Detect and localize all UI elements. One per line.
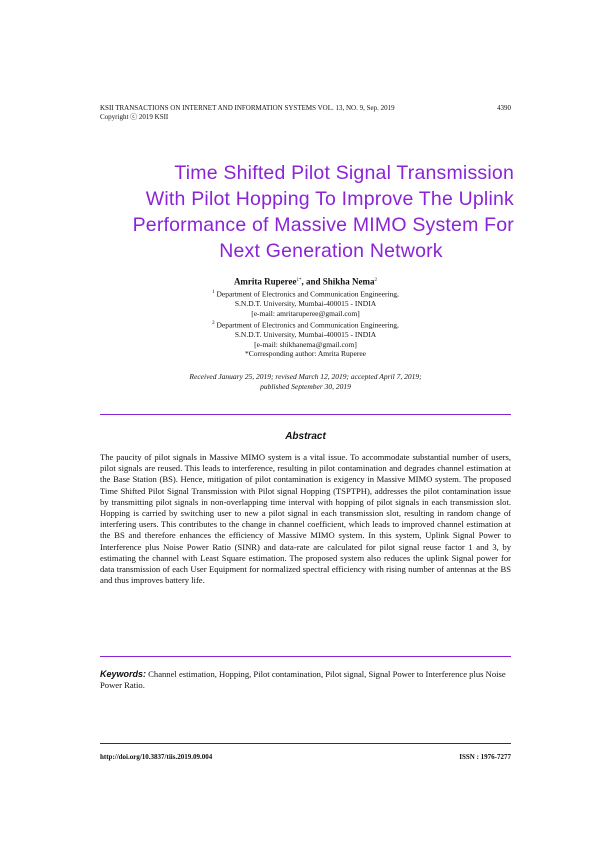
affiliations: 1 Department of Electronics and Communic… [100,288,511,359]
affiliation-2-dept: Department of Electronics and Communicat… [214,320,399,330]
footer: http://doi.org/10.3837/tiis.2019.09.004 … [100,753,511,761]
affiliation-2-line2: S.N.D.T. University, Mumbai-400015 - IND… [234,329,377,339]
author-1: Amrita Ruperee [233,276,297,287]
author-2: Shikha Nema [322,276,375,287]
paper-title: Time Shifted Pilot Signal Transmission W… [96,160,514,264]
title-line-2: With Pilot Hopping To Improve The Uplink [145,188,514,210]
keywords-text: Channel estimation, Hopping, Pilot conta… [100,669,506,691]
affiliation-2-email: [e-mail: shikhanema@gmail.com] [254,339,357,349]
page-number: 4390 [497,104,511,112]
footer-divider [100,743,511,744]
title-line-1: Time Shifted Pilot Signal Transmission [174,162,514,184]
title-line-3: Performance of Massive MIMO System For [132,214,514,236]
keywords: Keywords: Channel estimation, Hopping, P… [100,669,511,691]
author-1-sup: 1* [296,278,302,283]
keywords-label: Keywords: [100,669,147,679]
divider-top [100,414,511,415]
author-2-sup: 2 [374,278,378,283]
journal-line: KSII TRANSACTIONS ON INTERNET AND INFORM… [100,104,395,112]
affiliation-1-sup: 1 [212,290,215,295]
affiliation-1-line1: 1 Department of Electronics and Communic… [100,288,511,299]
doi-link[interactable]: http://doi.org/10.3837/tiis.2019.09.004 [100,753,213,761]
issn: ISSN : 1976-7277 [459,753,511,761]
affiliation-1-email: [e-mail: amritaruperee@gmail.com] [251,308,360,318]
corresponding-author: *Corresponding author: Amrita Ruperee [244,349,366,359]
author-list: Amrita Ruperee1*, and Shikha Nema2 [100,276,511,288]
affiliation-2-line1: 2 Department of Electronics and Communic… [100,319,511,330]
dates-line-2: published September 30, 2019 [260,381,351,391]
author-joiner: , and [301,276,323,287]
affiliation-2-sup: 2 [212,320,215,326]
copyright: Copyright ⓒ 2019 KSII [100,113,169,121]
running-header: KSII TRANSACTIONS ON INTERNET AND INFORM… [100,104,511,122]
title-line-4: Next Generation Network [219,240,443,262]
publication-dates: Received January 25, 2019; revised March… [100,372,511,391]
affiliation-1-line2: S.N.D.T. University, Mumbai-400015 - IND… [234,299,377,309]
dates-line-1: Received January 25, 2019; revised March… [189,372,422,381]
abstract-heading: Abstract [285,431,326,442]
affiliation-1-dept: Department of Electronics and Communicat… [214,289,399,299]
abstract-text: The paucity of pilot signals in Massive … [100,452,511,586]
divider-keywords [100,656,511,657]
